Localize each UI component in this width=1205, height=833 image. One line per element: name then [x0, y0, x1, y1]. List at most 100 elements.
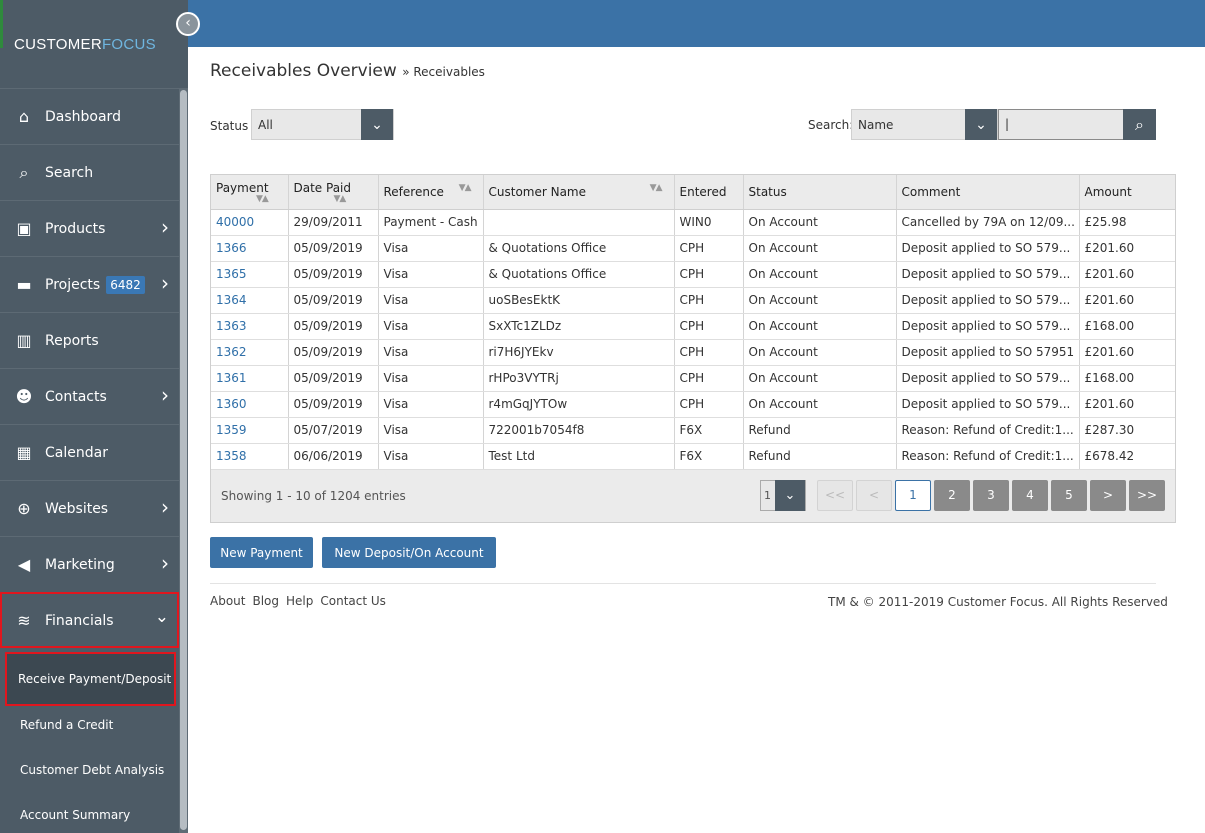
table-cell: 06/06/2019 [288, 443, 379, 470]
table-cell: 05/09/2019 [288, 235, 379, 262]
table-cell: Deposit applied to SO 579... [896, 287, 1080, 314]
table-cell: £201.60 [1079, 261, 1175, 288]
table-row: 40000 29/09/2011 Payment - Cash WIN0 On Acco… [211, 209, 1175, 236]
table-cell: 1363 [211, 313, 289, 340]
page-button-4[interactable]: 4 [1012, 479, 1048, 511]
footer-link-help[interactable]: Help [286, 594, 314, 608]
sidebar-item-label: Projects [45, 276, 101, 293]
sidebar-item-label: Calendar [45, 444, 108, 461]
payment-link[interactable]: 1361 [216, 371, 247, 385]
footer-link-about[interactable]: About [210, 594, 246, 608]
column-header-amount[interactable]: Amount [1079, 175, 1175, 210]
sidebar-item-label: Search [45, 164, 94, 181]
payment-link[interactable]: 1364 [216, 293, 247, 307]
table-cell: 05/09/2019 [288, 287, 379, 314]
table-cell: Visa [378, 391, 484, 418]
sidebar-item-reports[interactable]: ▥ Reports [0, 312, 179, 368]
table-cell: 29/09/2011 [288, 209, 379, 236]
submenu-item-customer-debt-analysis[interactable]: Customer Debt Analysis [20, 763, 165, 777]
table-cell [483, 209, 675, 236]
submenu-item-refund-a-credit[interactable]: Refund a Credit [20, 718, 114, 732]
table-cell: Deposit applied to SO 579... [896, 235, 1080, 262]
prev-page-button[interactable]: < [856, 479, 892, 511]
new-payment-button[interactable]: New Payment [210, 537, 313, 568]
search-input[interactable]: | [998, 109, 1124, 140]
page-select[interactable]: 1 ⌄ [760, 479, 806, 511]
payment-link[interactable]: 1362 [216, 345, 247, 359]
table-cell: 1359 [211, 417, 289, 444]
payment-link[interactable]: 1359 [216, 423, 247, 437]
payment-link[interactable]: 1363 [216, 319, 247, 333]
receivables-table: Payment ▼▲ Date Paid ▼▲ Reference ▼▲ Customer … [210, 174, 1176, 523]
table-row: 1364 05/09/2019 Visa uoSBesEktK CPH On Accoun… [211, 287, 1175, 314]
table-cell: On Account [743, 287, 897, 314]
table-cell: On Account [743, 261, 897, 288]
sort-icon[interactable]: ▼▲ [458, 183, 472, 193]
column-header-reference[interactable]: Reference ▼▲ [378, 175, 484, 210]
sidebar-scroll-thumb[interactable] [180, 90, 187, 830]
table-cell: £287.30 [1079, 417, 1175, 444]
sidebar-item-contacts[interactable]: ☻ Contacts › [0, 368, 179, 424]
column-header-comment[interactable]: Comment [896, 175, 1080, 210]
table-row: 1359 05/07/2019 Visa 722001b7054f8 F6X Refund… [211, 417, 1175, 444]
sort-icon[interactable]: ▼▲ [649, 183, 663, 193]
sort-icon[interactable]: ▼▲ [333, 193, 347, 204]
search-field-select[interactable]: Name ⌄ [851, 109, 998, 140]
payment-link[interactable]: 1358 [216, 449, 247, 463]
table-cell: & Quotations Office [483, 261, 675, 288]
breadcrumb: » Receivables [402, 65, 485, 79]
column-header-entered[interactable]: Entered [674, 175, 744, 210]
first-page-button[interactable]: << [817, 479, 853, 511]
footer-link-blog[interactable]: Blog [252, 594, 280, 608]
footer-divider [210, 583, 1156, 584]
sidebar-item-calendar[interactable]: ▦ Calendar [0, 424, 179, 480]
footer-link-contact-us[interactable]: Contact Us [320, 594, 386, 608]
column-header-date-paid[interactable]: Date Paid ▼▲ [288, 175, 379, 210]
next-page-button[interactable]: > [1090, 479, 1126, 511]
payment-link[interactable]: 1365 [216, 267, 247, 281]
search-label: Search: [808, 118, 854, 132]
page-button-5[interactable]: 5 [1051, 479, 1087, 511]
table-row: 1366 05/09/2019 Visa & Quotations Office CPH… [211, 235, 1175, 262]
table-cell: SxXTc1ZLDz [483, 313, 675, 340]
table-cell: Deposit applied to SO 579... [896, 365, 1080, 392]
collapse-sidebar-button[interactable]: ‹ [176, 12, 200, 36]
payment-link[interactable]: 40000 [216, 215, 255, 229]
sidebar-item-search[interactable]: ⌕ Search [0, 144, 179, 200]
search-field-value: Name [858, 117, 894, 132]
status-select[interactable]: All ⌄ [251, 109, 394, 140]
home-icon: ⌂ [18, 107, 30, 126]
column-header-customer-name[interactable]: Customer Name ▼▲ [483, 175, 675, 210]
entries-info: Showing 1 - 10 of 1204 entries [221, 488, 406, 503]
table-row: 1361 05/09/2019 Visa rHPo3VYTRj CPH On Accoun… [211, 365, 1175, 392]
table-cell: Visa [378, 339, 484, 366]
table-cell: 1366 [211, 235, 289, 262]
sidebar-item-products[interactable]: ▣ Products › [0, 200, 179, 256]
sidebar-item-websites[interactable]: ⊕ Websites › [0, 480, 179, 536]
table-cell: On Account [743, 209, 897, 236]
page-button-2[interactable]: 2 [934, 479, 970, 511]
page-button-1[interactable]: 1 [895, 479, 931, 511]
sort-icon[interactable]: ▼▲ [256, 193, 269, 204]
submenu-item-receive-payment-deposit[interactable]: Receive Payment/Deposit [5, 652, 176, 706]
sidebar-item-dashboard[interactable]: ⌂ Dashboard [0, 88, 179, 144]
table-cell: CPH [674, 339, 744, 366]
table-cell: £25.98 [1079, 209, 1175, 236]
sidebar-item-marketing[interactable]: ◀ Marketing › [0, 536, 179, 592]
table-cell: Deposit applied to SO 579... [896, 391, 1080, 418]
table-cell: Test Ltd [483, 443, 675, 470]
sidebar-item-projects[interactable]: ▬ Projects 6482 › [0, 256, 179, 312]
search-button[interactable]: ⌕ [1123, 109, 1156, 140]
page-button-3[interactable]: 3 [973, 479, 1009, 511]
chevron-right-icon: › [161, 383, 169, 407]
column-header-payment[interactable]: Payment ▼▲ [211, 175, 289, 210]
submenu-item-account-summary[interactable]: Account Summary [20, 808, 131, 822]
sidebar-item-financials[interactable]: ≋ Financials ⌄ [0, 592, 179, 648]
table-row: 1362 05/09/2019 Visa ri7H6JYEkv CPH On Accoun… [211, 339, 1175, 366]
last-page-button[interactable]: >> [1129, 479, 1165, 511]
table-cell: 1358 [211, 443, 289, 470]
column-header-status[interactable]: Status [743, 175, 897, 210]
new-deposit-button[interactable]: New Deposit/On Account [322, 537, 496, 568]
payment-link[interactable]: 1366 [216, 241, 247, 255]
payment-link[interactable]: 1360 [216, 397, 247, 411]
